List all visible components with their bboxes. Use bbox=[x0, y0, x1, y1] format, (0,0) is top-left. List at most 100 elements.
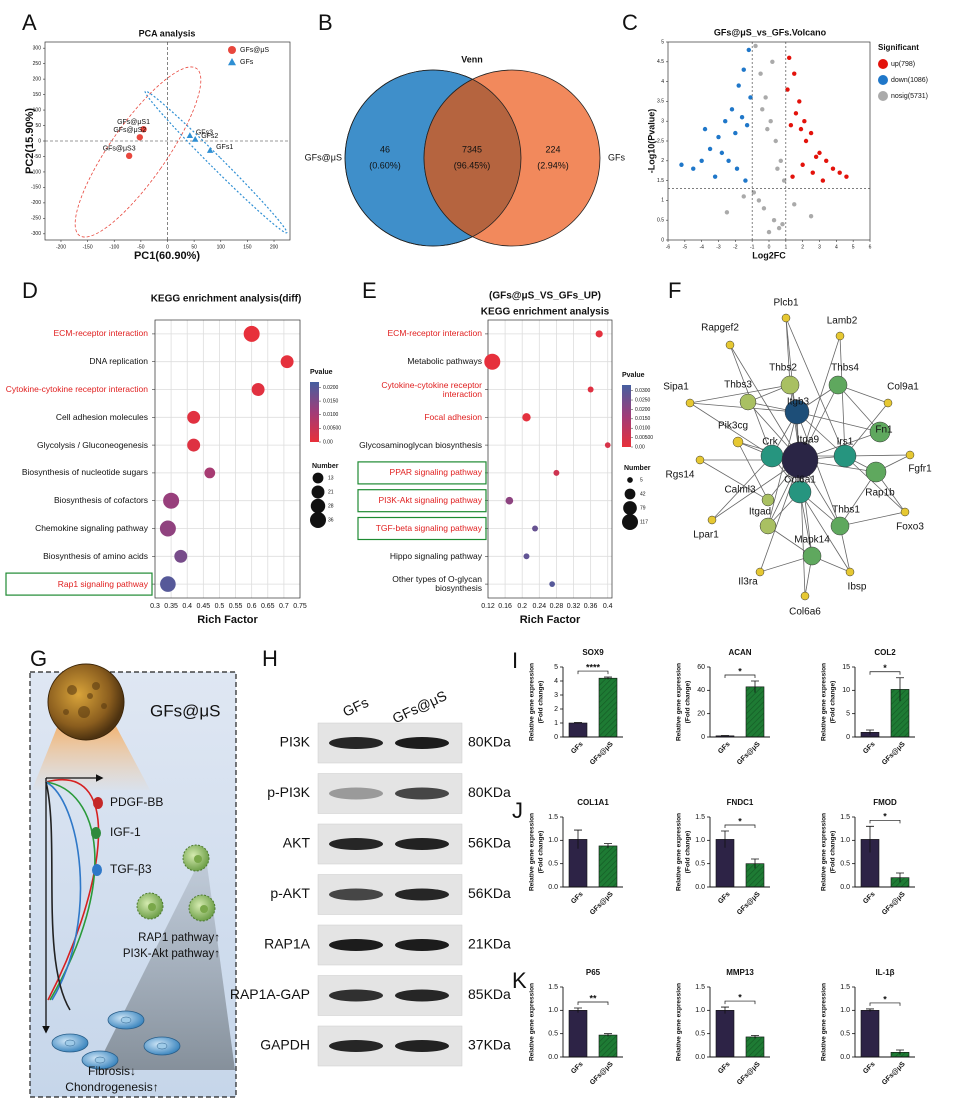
point bbox=[739, 115, 745, 120]
x-tick-label: GFs bbox=[570, 891, 585, 906]
size-legend-marker bbox=[623, 501, 637, 515]
y-tick-label: 0.0 bbox=[695, 1054, 705, 1061]
y-tick-label: 1.0 bbox=[548, 837, 558, 844]
network-node bbox=[833, 444, 857, 468]
point bbox=[707, 146, 713, 152]
set-outline bbox=[344, 69, 522, 247]
y-tick-label: 0 bbox=[38, 138, 41, 144]
point bbox=[792, 71, 797, 76]
point bbox=[771, 218, 777, 223]
dot bbox=[159, 520, 176, 537]
microsphere-texture bbox=[92, 682, 100, 690]
protein-label: p-AKT bbox=[270, 885, 310, 901]
x-tick-label: GFs bbox=[717, 1061, 732, 1076]
error-bar bbox=[896, 677, 904, 702]
axis bbox=[562, 987, 623, 1058]
size-legend-marker bbox=[627, 477, 633, 483]
x-axis-label: Rich Factor bbox=[520, 614, 581, 626]
node-label: Crk bbox=[762, 437, 779, 448]
panel-letter: H bbox=[262, 646, 278, 671]
colorbar-label: 0.0200 bbox=[323, 385, 339, 391]
colorbar-label: 0.0300 bbox=[635, 388, 651, 394]
point bbox=[756, 198, 762, 203]
factor-label: TGF-β3 bbox=[110, 862, 152, 876]
x-tick-label: 0.12 bbox=[481, 603, 495, 610]
point bbox=[191, 135, 199, 142]
y-tick-label: 1.5 bbox=[840, 814, 850, 821]
network-node bbox=[865, 461, 887, 483]
y-axis-label: Relative gene expression bbox=[529, 663, 536, 741]
legend-title: Number bbox=[624, 465, 651, 472]
count-label: 224 bbox=[545, 144, 560, 154]
x-tick-label: -3 bbox=[716, 244, 721, 250]
category-label-box: Other types of O-glycan biosynthesis bbox=[392, 575, 482, 593]
blot-band bbox=[329, 939, 383, 951]
panel-letter: B bbox=[318, 10, 333, 35]
release-curve bbox=[45, 781, 71, 1011]
node-label: Col6a6 bbox=[789, 607, 821, 618]
cell-nucleus bbox=[148, 903, 156, 911]
panel-letter: G bbox=[30, 646, 47, 671]
node-label: Rapgef2 bbox=[701, 323, 739, 334]
highlight-box bbox=[357, 489, 487, 513]
network-edge bbox=[785, 317, 791, 386]
x-tick-label: 200 bbox=[270, 244, 279, 250]
x-tick-label: GFs@μS bbox=[589, 741, 615, 767]
y-tick-label: 3.5 bbox=[657, 99, 664, 105]
point bbox=[768, 119, 773, 124]
y-tick-label: 0.5 bbox=[548, 1031, 558, 1038]
size-legend-label: 13 bbox=[328, 475, 334, 481]
percent-label: (0.60%) bbox=[369, 160, 401, 170]
point bbox=[817, 150, 822, 156]
y-tick-label: 1.0 bbox=[840, 1007, 850, 1014]
point bbox=[702, 126, 708, 132]
blot-band bbox=[329, 838, 383, 850]
legend-label: down(1086) bbox=[891, 77, 928, 84]
plot-frame bbox=[154, 319, 301, 599]
dot bbox=[553, 469, 560, 476]
network-node bbox=[685, 398, 695, 408]
x-tick-label: 0 bbox=[166, 244, 169, 250]
x-tick-label: 50 bbox=[191, 244, 197, 250]
network-node bbox=[761, 493, 775, 507]
node-label: Calml3 bbox=[724, 485, 756, 496]
network-node bbox=[905, 450, 915, 460]
y-tick-label: 40 bbox=[697, 687, 705, 694]
error-bar bbox=[866, 825, 874, 853]
highlight-box bbox=[357, 516, 487, 541]
legend-label: nosig(5731) bbox=[891, 93, 928, 100]
chart-title: (GFs@μS_VS_GFs_UP) bbox=[489, 291, 601, 302]
y-tick-label: 1.0 bbox=[548, 1007, 558, 1014]
dot bbox=[484, 353, 501, 370]
chart-title: MMP13 bbox=[726, 968, 754, 977]
significance-bracket bbox=[724, 1000, 756, 1005]
blot-band bbox=[395, 989, 449, 1002]
y-tick-label: 1.5 bbox=[657, 178, 664, 184]
microsphere-texture bbox=[78, 706, 90, 718]
point bbox=[766, 229, 772, 235]
y-tick-label: 3 bbox=[554, 692, 558, 699]
blot-band bbox=[329, 989, 383, 1002]
point bbox=[741, 67, 746, 72]
hatch bbox=[746, 686, 764, 737]
chart-title: SOX9 bbox=[582, 648, 604, 657]
size-legend-label: 21 bbox=[328, 489, 334, 495]
blot-band bbox=[329, 888, 383, 901]
y-tick-label: -300 bbox=[31, 231, 41, 237]
blot-band bbox=[395, 1040, 449, 1052]
pathway-label: PI3K-Akt pathway↑ bbox=[123, 948, 220, 960]
y-tick-label: 1.5 bbox=[548, 814, 558, 821]
y-tick-label: 0.5 bbox=[840, 1031, 850, 1038]
x-tick-label: -1 bbox=[750, 244, 755, 250]
size-legend-marker bbox=[622, 514, 638, 530]
bar bbox=[568, 722, 588, 738]
category-label: DNA replication bbox=[89, 356, 148, 367]
size-legend-label: 79 bbox=[640, 505, 646, 511]
chart-title: IL-1β bbox=[875, 968, 894, 977]
x-tick-label: GFs@μS bbox=[881, 891, 907, 917]
network-edge bbox=[839, 335, 846, 457]
x-tick-label: -200 bbox=[56, 244, 66, 250]
y-tick-label: 0.5 bbox=[840, 861, 850, 868]
x-tick-label: 0.32 bbox=[567, 603, 581, 610]
